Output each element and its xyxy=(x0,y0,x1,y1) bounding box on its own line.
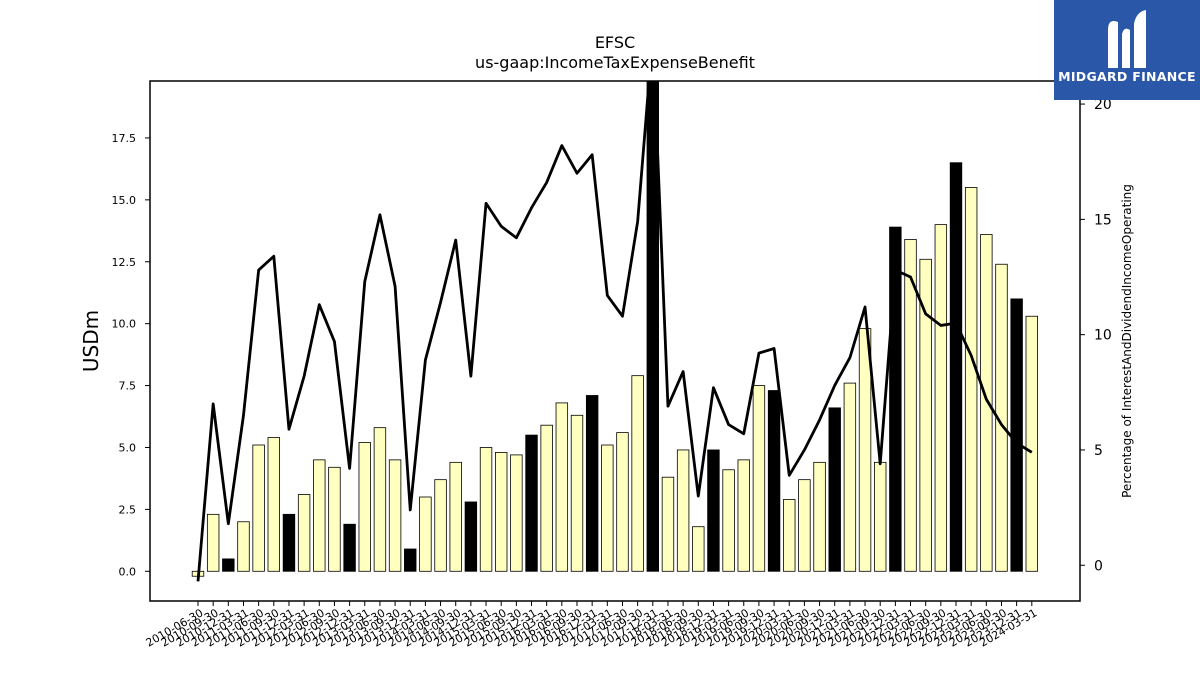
bar-series xyxy=(191,80,1039,577)
bar xyxy=(343,523,356,572)
bar xyxy=(692,526,705,572)
bar xyxy=(419,496,432,572)
bar xyxy=(404,548,417,572)
bar xyxy=(980,234,993,572)
bar xyxy=(1025,315,1039,572)
bar xyxy=(995,263,1008,572)
chart-title: EFSC xyxy=(595,33,635,52)
y-tick-label: 10.0 xyxy=(112,318,137,331)
bar xyxy=(328,466,341,572)
brand-name: MIDGARD FINANCE xyxy=(1058,69,1196,84)
bar xyxy=(267,437,281,572)
y2-tick-label: 5 xyxy=(1094,443,1103,459)
bar xyxy=(206,513,220,572)
bar xyxy=(570,414,584,572)
bar xyxy=(813,461,826,572)
y-tick-label: 17.5 xyxy=(112,132,137,145)
bar xyxy=(661,476,675,572)
bar xyxy=(434,479,447,572)
bar xyxy=(722,469,735,572)
bar xyxy=(949,162,963,572)
bar xyxy=(798,479,811,572)
bar xyxy=(373,427,387,572)
bar xyxy=(358,442,371,572)
bar xyxy=(388,459,402,572)
bar xyxy=(752,385,766,572)
bar xyxy=(510,454,523,572)
bar xyxy=(222,558,235,572)
y2-tick-label: 0 xyxy=(1094,558,1103,574)
bar xyxy=(616,432,629,572)
bar xyxy=(904,239,917,572)
y2-tick-label: 15 xyxy=(1094,212,1112,228)
bar xyxy=(919,258,932,572)
bar xyxy=(555,402,569,572)
bar xyxy=(313,459,326,572)
y-axis-right: 0 5 10 15 20 xyxy=(1080,97,1112,574)
bar xyxy=(479,447,493,572)
bar xyxy=(282,513,296,572)
bar xyxy=(828,407,841,572)
y-tick-label: 12.5 xyxy=(112,256,137,269)
bar xyxy=(237,521,250,572)
bar xyxy=(449,461,462,572)
bar xyxy=(1010,298,1023,572)
bar xyxy=(737,459,750,572)
bar xyxy=(858,328,872,572)
x-axis: 2010-06-302010-09-302010-12-312011-03-31… xyxy=(144,601,1039,650)
bar xyxy=(934,224,948,572)
y-axis-label: USDm xyxy=(79,310,103,372)
brand-logo: MIDGARD FINANCE xyxy=(1054,0,1200,100)
bar xyxy=(297,494,311,572)
bar xyxy=(252,444,265,572)
y-tick-label: 5.0 xyxy=(119,441,137,454)
y2-tick-label: 10 xyxy=(1094,328,1112,344)
bar xyxy=(843,382,857,572)
bar xyxy=(494,452,508,572)
bar xyxy=(783,499,796,572)
chart-subtitle: us-gaap:IncomeTaxExpenseBenefit xyxy=(475,53,755,72)
y-axis-left: 0.0 2.5 5.0 7.5 10.0 12.5 15.0 17.5 xyxy=(112,132,150,578)
bar xyxy=(707,449,720,572)
bar xyxy=(767,390,781,572)
bar xyxy=(964,187,978,572)
plot-frame xyxy=(149,80,1081,602)
bar xyxy=(676,449,690,572)
bar xyxy=(601,444,614,572)
y2-tick-label: 20 xyxy=(1094,97,1112,113)
bar xyxy=(585,395,599,572)
bar xyxy=(889,226,902,572)
y-tick-label: 15.0 xyxy=(112,194,137,207)
y-tick-label: 7.5 xyxy=(119,380,137,393)
percentage-line xyxy=(196,81,1033,582)
bar xyxy=(631,375,644,572)
bar xyxy=(874,461,887,572)
bar xyxy=(540,424,553,572)
bar xyxy=(525,434,538,572)
y2-axis-label: Percentage of InterestAndDividendIncomeO… xyxy=(1120,184,1134,498)
midgard-m-logo-icon xyxy=(1108,10,1146,69)
bar xyxy=(464,501,478,572)
y-tick-label: 0.0 xyxy=(119,565,137,578)
y-tick-label: 2.5 xyxy=(119,503,137,516)
